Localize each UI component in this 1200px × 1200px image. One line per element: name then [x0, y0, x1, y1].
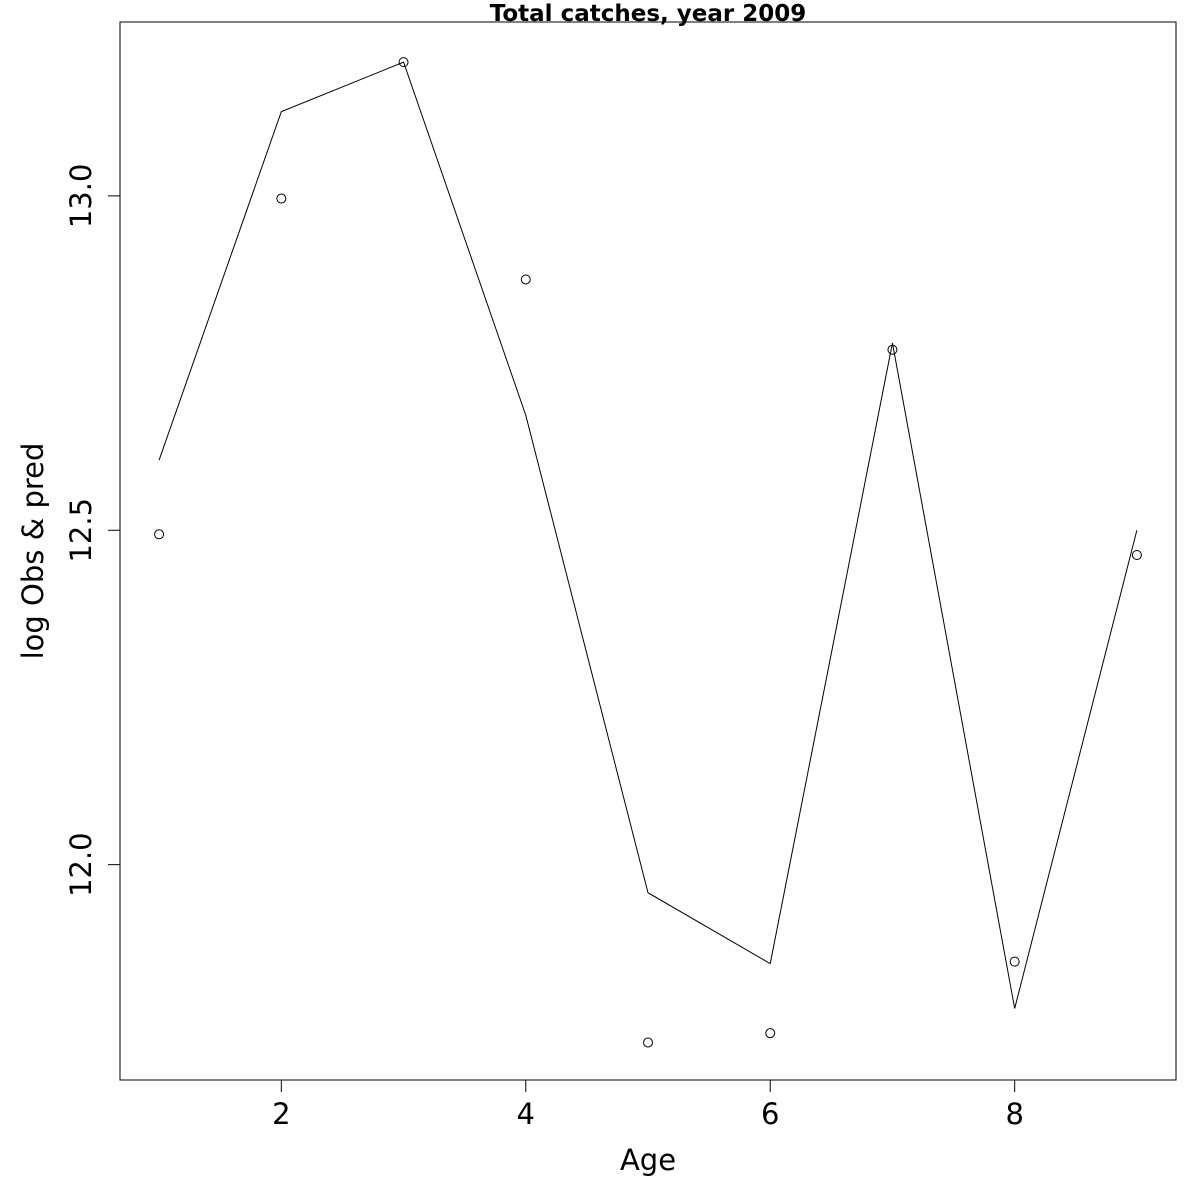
observed-point: [154, 529, 165, 540]
y-axis: 12.0 12.5 13.0: [64, 164, 120, 897]
y-tick-label: 12.5: [64, 498, 98, 563]
y-tick-label: 13.0: [64, 164, 98, 229]
observed-point: [276, 193, 287, 204]
x-tick-label: 6: [761, 1097, 779, 1131]
observed-point: [1131, 550, 1142, 561]
observed-point: [520, 274, 531, 285]
series-layer: [154, 57, 1142, 1048]
x-tick-label: 8: [1005, 1097, 1023, 1131]
x-axis-label: Age: [620, 1143, 676, 1177]
observed-point: [643, 1037, 653, 1048]
x-tick-label: 4: [517, 1097, 535, 1131]
y-axis-label: log Obs & pred: [16, 443, 50, 660]
predicted-line: [158, 61, 1138, 1009]
observed-point: [887, 344, 898, 355]
observed-point: [765, 1028, 776, 1039]
y-tick-label: 12.0: [64, 832, 98, 897]
plot-frame: [119, 21, 1177, 1081]
x-axis: 2 4 6 8: [272, 1080, 1024, 1131]
observed-point: [1009, 956, 1020, 967]
observed-point: [398, 57, 409, 68]
x-tick-label: 2: [272, 1097, 290, 1131]
chart-title: Total catches, year 2009: [490, 1, 807, 27]
